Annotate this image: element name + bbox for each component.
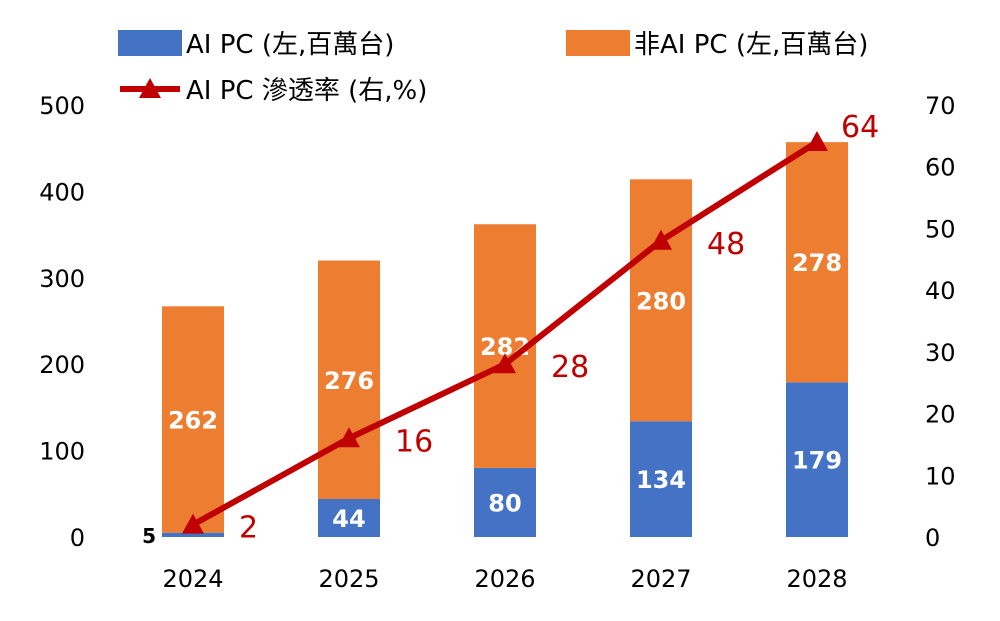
legend-label-penetration: AI PC 滲透率 (右,%) (186, 76, 428, 106)
penetration-marker (338, 427, 360, 448)
bar-non-ai-pc (318, 260, 380, 499)
left-axis-tick-label: 0 (70, 524, 85, 552)
right-axis-tick-label: 60 (925, 154, 956, 182)
penetration-value-label: 16 (395, 424, 433, 459)
x-axis-tick-label: 2026 (474, 565, 535, 593)
legend-ai-pc: AI PC (左,百萬台) (118, 24, 394, 61)
bar-ai-pc-value-label: 80 (488, 489, 521, 517)
penetration-marker (806, 131, 828, 152)
left-axis-tick-label: 400 (39, 178, 85, 206)
bar-non-ai-pc (786, 142, 848, 383)
bar-ai-pc (162, 532, 224, 537)
right-axis-tick-label: 40 (925, 277, 956, 305)
bar-non-ai-pc-value-label: 278 (792, 249, 842, 277)
penetration-marker (182, 513, 204, 534)
right-axis-tick-label: 70 (925, 92, 956, 120)
penetration-value-label: 48 (707, 227, 745, 262)
bar-non-ai-pc-value-label: 276 (324, 367, 374, 395)
bar-ai-pc (474, 467, 536, 537)
bar-non-ai-pc (162, 306, 224, 533)
left-axis-tick-label: 500 (39, 92, 85, 120)
bar-non-ai-pc (630, 179, 692, 422)
legend-swatch-non-ai-pc (566, 29, 630, 56)
x-axis-tick-label: 2024 (162, 565, 223, 593)
legend-line-marker-icon (120, 77, 180, 98)
legend-non-ai-pc: 非AI PC (左,百萬台) (566, 24, 868, 61)
legend-label-non-ai-pc: 非AI PC (左,百萬台) (634, 30, 869, 60)
bar-ai-pc (318, 498, 380, 537)
penetration-value-label: 28 (551, 350, 589, 385)
right-axis-tick-label: 20 (925, 401, 956, 429)
penetration-value-label: 2 (239, 511, 258, 546)
right-axis-tick-label: 10 (925, 462, 956, 490)
right-axis-tick-label: 0 (925, 524, 940, 552)
bar-non-ai-pc-value-label: 280 (636, 287, 686, 315)
legend-label-ai-pc: AI PC (左,百萬台) (186, 30, 395, 60)
penetration-marker (494, 353, 516, 374)
left-axis-tick-label: 300 (39, 265, 85, 293)
legend-swatch-ai-pc (118, 29, 182, 56)
bar-ai-pc-value-label: 134 (636, 466, 686, 494)
left-axis-tick-label: 100 (39, 438, 85, 466)
legend-penetration: AI PC 滲透率 (右,%) (118, 70, 427, 107)
bar-ai-pc-value-label: 179 (792, 447, 842, 475)
right-axis-tick-label: 30 (925, 339, 956, 367)
left-axis-tick-label: 200 (39, 351, 85, 379)
penetration-marker (650, 229, 672, 250)
penetration-value-label: 64 (841, 110, 879, 145)
bar-ai-pc (630, 421, 692, 537)
x-axis-tick-label: 2028 (786, 565, 847, 593)
bar-ai-pc (786, 382, 848, 537)
x-axis-tick-label: 2025 (318, 565, 379, 593)
bar-non-ai-pc-value-label: 262 (168, 406, 218, 434)
x-axis-tick-label: 2027 (630, 565, 691, 593)
right-axis-tick-label: 50 (925, 215, 956, 243)
bar-ai-pc-value-label: 44 (332, 505, 365, 533)
bar-ai-pc-value-label: 5 (142, 524, 156, 548)
